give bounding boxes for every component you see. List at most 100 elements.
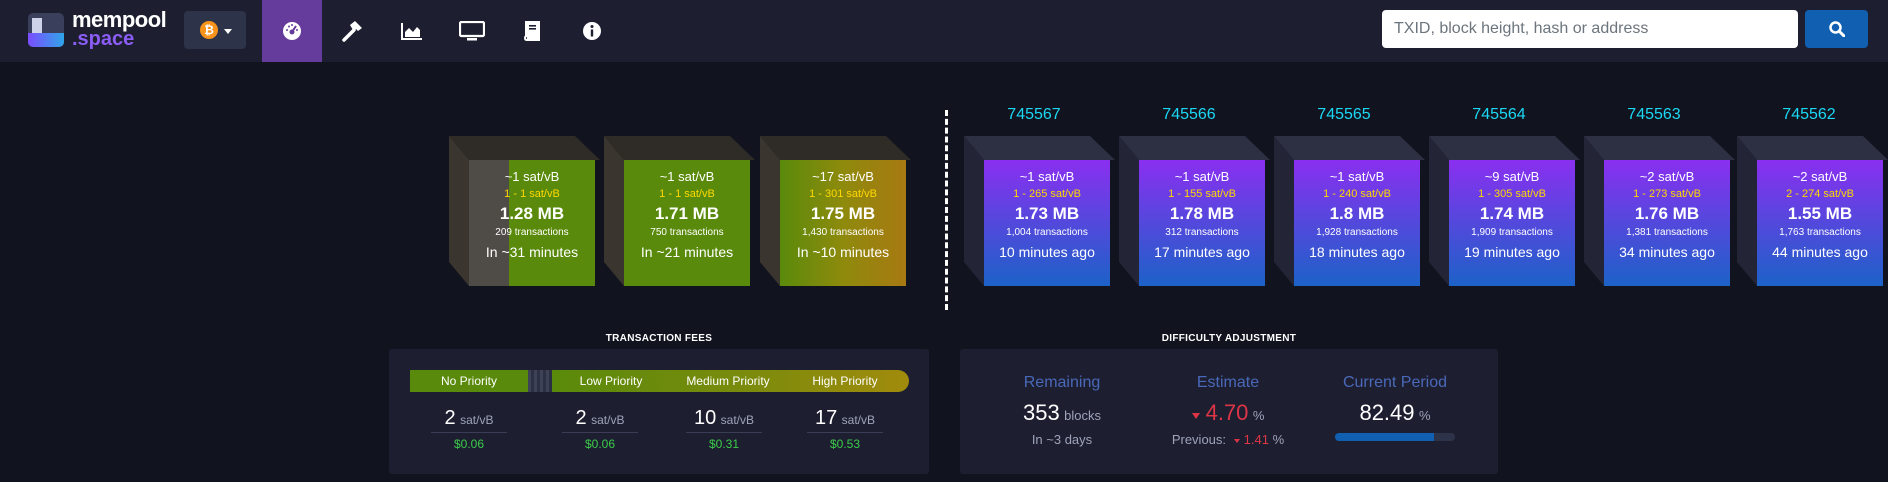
block-height-link[interactable]: 745562 <box>1782 106 1836 123</box>
tx-count: 1,004 transactions <box>1006 227 1088 238</box>
nav-graphs[interactable] <box>382 0 442 62</box>
block-face: ~1 sat/vB 1 - 1 sat/vB 1.28 MB 209 trans… <box>469 160 595 286</box>
book-icon <box>523 21 540 41</box>
brand-name[interactable]: mempool <box>72 7 167 32</box>
mined-block[interactable]: ~1 sat/vB 1 - 265 sat/vB 1.73 MB 1,004 t… <box>964 136 1115 286</box>
transaction-fees-title: TRANSACTION FEES <box>605 333 713 344</box>
down-arrow-icon <box>1233 438 1240 443</box>
brand-suffix[interactable]: .space <box>72 28 135 50</box>
network-selector[interactable]: ₿ <box>184 11 246 49</box>
block-height-link[interactable]: 745564 <box>1472 106 1526 123</box>
mempool-logo-icon[interactable] <box>28 13 64 47</box>
tx-count: 1,909 transactions <box>1471 227 1553 238</box>
median-fee: ~1 sat/vB <box>1329 169 1385 184</box>
block-age: 17 minutes ago <box>1154 244 1250 260</box>
current-period-value: 82.49 % <box>1359 400 1431 425</box>
block-face: ~2 sat/vB 2 - 274 sat/vB 1.55 MB 1,763 t… <box>1757 160 1883 286</box>
tx-count: 750 transactions <box>650 227 724 238</box>
no-priority-label: No Priority <box>410 370 528 392</box>
current-period-label: Current Period <box>1342 374 1448 391</box>
fee-range: 1 - 273 sat/vB <box>1633 188 1701 200</box>
block-size: 1.75 MB <box>810 204 876 223</box>
mempool-block[interactable]: ~1 sat/vB 1 - 1 sat/vB 1.28 MB 209 trans… <box>449 136 600 286</box>
down-arrow-icon <box>1191 412 1200 419</box>
block-face: ~1 sat/vB 1 - 265 sat/vB 1.73 MB 1,004 t… <box>984 160 1110 286</box>
no-priority-usd: $0.06 <box>453 437 485 451</box>
block-size: 1.8 MB <box>1329 204 1385 223</box>
block-height-link[interactable]: 745565 <box>1317 106 1371 123</box>
no-priority-fee: 2 sat/vB <box>444 407 494 429</box>
mempool-block[interactable]: ~17 sat/vB 1 - 301 sat/vB 1.75 MB 1,430 … <box>760 136 911 286</box>
median-fee: ~9 sat/vB <box>1484 169 1540 184</box>
block-age: 10 minutes ago <box>999 244 1095 260</box>
mined-block[interactable]: ~1 sat/vB 1 - 240 sat/vB 1.8 MB 1,928 tr… <box>1274 136 1425 286</box>
block-age: 18 minutes ago <box>1309 244 1405 260</box>
nav-tv-view[interactable] <box>442 0 502 62</box>
search-button[interactable] <box>1805 10 1868 48</box>
search-input[interactable] <box>1382 10 1798 48</box>
area-chart-icon <box>401 23 422 40</box>
low-priority-label: Low Priority <box>579 374 643 388</box>
tx-count: 1,928 transactions <box>1316 227 1398 238</box>
gauge-icon <box>283 22 301 40</box>
low-priority-usd: $0.06 <box>584 437 616 451</box>
remaining-value: 353 blocks <box>1022 400 1102 425</box>
estimate-label: Estimate <box>1196 374 1260 391</box>
medium-priority-fee: 10 sat/vB <box>693 407 755 429</box>
monitor-icon <box>459 21 485 41</box>
fee-priority-bar <box>552 370 909 392</box>
block-size: 1.76 MB <box>1634 204 1700 223</box>
mined-block[interactable]: ~1 sat/vB 1 - 155 sat/vB 1.78 MB 312 tra… <box>1119 136 1270 286</box>
mined-block[interactable]: ~2 sat/vB 1 - 273 sat/vB 1.76 MB 1,381 t… <box>1584 136 1735 286</box>
block-face: ~2 sat/vB 1 - 273 sat/vB 1.76 MB 1,381 t… <box>1604 160 1730 286</box>
fee-gap-indicator <box>528 370 552 392</box>
previous-estimate: Previous: 1.41 % <box>1171 432 1285 447</box>
progress-fill <box>1335 433 1434 441</box>
fee-range: 1 - 1 sat/vB <box>659 188 715 200</box>
median-fee: ~2 sat/vB <box>1639 169 1695 184</box>
low-priority-fee: 2 sat/vB <box>575 407 625 429</box>
mined-block[interactable]: ~9 sat/vB 1 - 305 sat/vB 1.74 MB 1,909 t… <box>1429 136 1580 286</box>
block-size: 1.78 MB <box>1169 204 1235 223</box>
median-fee: ~2 sat/vB <box>1792 169 1848 184</box>
nav-documentation[interactable] <box>502 0 562 62</box>
tx-count: 209 transactions <box>495 227 569 238</box>
block-face: ~9 sat/vB 1 - 305 sat/vB 1.74 MB 1,909 t… <box>1449 160 1575 286</box>
remaining-eta: In ~3 days <box>1031 432 1093 447</box>
median-fee: ~1 sat/vB <box>659 169 715 184</box>
medium-priority-label: Medium Priority <box>686 374 770 388</box>
mined-block[interactable]: ~2 sat/vB 2 - 274 sat/vB 1.55 MB 1,763 t… <box>1737 136 1888 286</box>
fee-range: 1 - 301 sat/vB <box>809 188 877 200</box>
block-face: ~17 sat/vB 1 - 301 sat/vB 1.75 MB 1,430 … <box>780 160 906 286</box>
fee-range: 1 - 240 sat/vB <box>1323 188 1391 200</box>
fee-range: 2 - 274 sat/vB <box>1786 188 1854 200</box>
block-size: 1.73 MB <box>1014 204 1080 223</box>
block-eta: In ~31 minutes <box>485 244 579 260</box>
nav-mining[interactable] <box>322 0 382 62</box>
block-height-link[interactable]: 745563 <box>1627 106 1681 123</box>
block-face: ~1 sat/vB 1 - 1 sat/vB 1.71 MB 750 trans… <box>624 160 750 286</box>
top-navbar: mempool .space ₿ <box>0 0 1888 62</box>
fee-range: 1 - 1 sat/vB <box>504 188 560 200</box>
block-eta: In ~21 minutes <box>640 244 734 260</box>
nav-dashboard[interactable] <box>262 0 322 62</box>
mempool-block[interactable]: ~1 sat/vB 1 - 1 sat/vB 1.71 MB 750 trans… <box>604 136 755 286</box>
median-fee: ~1 sat/vB <box>1174 169 1230 184</box>
tx-count: 1,763 transactions <box>1779 227 1861 238</box>
block-age: 44 minutes ago <box>1772 244 1868 260</box>
nav-about[interactable] <box>562 0 622 62</box>
current-period-progress <box>1335 433 1455 441</box>
bitcoin-icon: ₿ <box>200 21 218 39</box>
block-size: 1.71 MB <box>654 204 720 223</box>
high-priority-usd: $0.53 <box>829 437 861 451</box>
block-age: 34 minutes ago <box>1619 244 1715 260</box>
block-height-link[interactable]: 745566 <box>1162 106 1216 123</box>
caret-down-icon <box>224 29 232 34</box>
block-height-link[interactable]: 745567 <box>1007 106 1061 123</box>
remaining-label: Remaining <box>1023 374 1101 391</box>
info-icon <box>583 22 601 40</box>
estimate-value: 4.70 % <box>1143 400 1313 426</box>
medium-priority-usd: $0.31 <box>708 437 740 451</box>
mempool-divider <box>945 110 948 310</box>
search-icon <box>1828 21 1845 37</box>
